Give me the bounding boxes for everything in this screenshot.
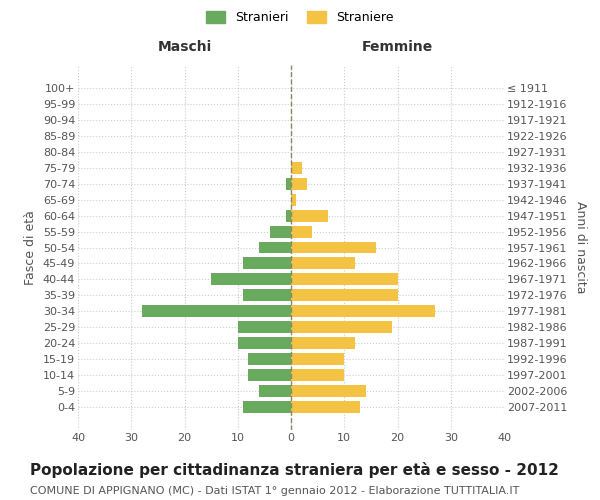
Bar bbox=[291, 194, 296, 205]
Bar bbox=[291, 354, 344, 366]
Bar bbox=[291, 242, 376, 254]
Legend: Stranieri, Straniere: Stranieri, Straniere bbox=[202, 6, 398, 29]
Text: Maschi: Maschi bbox=[157, 40, 212, 54]
Bar bbox=[243, 402, 291, 413]
Bar bbox=[291, 306, 435, 318]
Bar bbox=[291, 290, 398, 302]
Bar bbox=[243, 258, 291, 270]
Y-axis label: Fasce di età: Fasce di età bbox=[24, 210, 37, 285]
Y-axis label: Anni di nascita: Anni di nascita bbox=[574, 201, 587, 294]
Bar bbox=[291, 274, 398, 285]
Bar bbox=[142, 306, 291, 318]
Text: Popolazione per cittadinanza straniera per età e sesso - 2012: Popolazione per cittadinanza straniera p… bbox=[30, 462, 559, 478]
Bar bbox=[291, 370, 344, 382]
Bar bbox=[286, 178, 291, 190]
Bar bbox=[291, 258, 355, 270]
Bar bbox=[270, 226, 291, 237]
Bar bbox=[291, 178, 307, 190]
Text: COMUNE DI APPIGNANO (MC) - Dati ISTAT 1° gennaio 2012 - Elaborazione TUTTITALIA.: COMUNE DI APPIGNANO (MC) - Dati ISTAT 1°… bbox=[30, 486, 520, 496]
Bar bbox=[238, 338, 291, 349]
Bar bbox=[291, 322, 392, 334]
Bar bbox=[259, 242, 291, 254]
Bar bbox=[291, 226, 313, 237]
Bar bbox=[291, 386, 365, 398]
Bar bbox=[291, 338, 355, 349]
Bar bbox=[291, 210, 328, 222]
Bar bbox=[291, 402, 360, 413]
Text: Femmine: Femmine bbox=[362, 40, 433, 54]
Bar bbox=[286, 210, 291, 222]
Bar bbox=[238, 322, 291, 334]
Bar bbox=[248, 354, 291, 366]
Bar bbox=[291, 162, 302, 173]
Bar bbox=[243, 290, 291, 302]
Bar bbox=[248, 370, 291, 382]
Bar bbox=[259, 386, 291, 398]
Bar bbox=[211, 274, 291, 285]
